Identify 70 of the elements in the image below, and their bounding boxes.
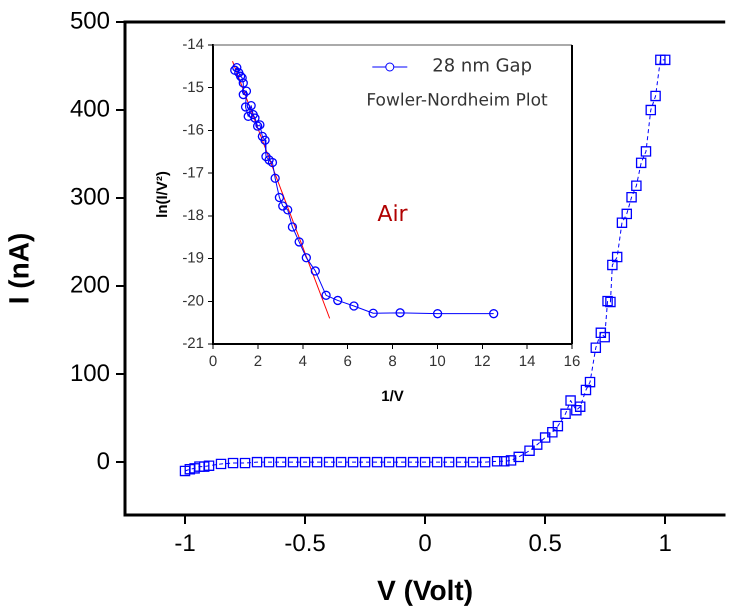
x-tick-label: 8 xyxy=(388,353,397,370)
point xyxy=(234,68,244,78)
point xyxy=(244,112,253,121)
point xyxy=(270,174,280,183)
y-tick-label: 0 xyxy=(96,448,110,475)
point xyxy=(238,73,247,83)
point xyxy=(250,113,260,123)
y-tick-label: 300 xyxy=(70,184,110,211)
y-tick-label: -20 xyxy=(182,292,204,310)
point xyxy=(489,309,498,318)
point xyxy=(349,301,359,311)
y-tick-label: 200 xyxy=(70,272,110,299)
x-tick-label: 2 xyxy=(254,353,262,370)
point xyxy=(260,136,270,145)
point xyxy=(230,66,240,75)
point xyxy=(302,253,311,262)
point xyxy=(232,62,242,72)
point xyxy=(246,101,256,110)
point xyxy=(238,78,248,88)
y-tick-label: -21 xyxy=(182,335,204,352)
point xyxy=(395,308,405,318)
annotation: Air xyxy=(377,202,409,228)
y-tick-label: -16 xyxy=(182,122,204,139)
point xyxy=(432,309,442,318)
y-tick-label: -17 xyxy=(182,164,204,182)
x-tick-label: 0.5 xyxy=(528,530,562,558)
x-axis-title: 1/V xyxy=(381,388,404,406)
x-tick-label: 14 xyxy=(518,353,536,370)
x-tick-label: 4 xyxy=(298,353,307,370)
x-tick-label: 1 xyxy=(658,530,672,558)
y-tick-label: -18 xyxy=(182,207,204,224)
point xyxy=(368,308,378,318)
y-tick-label: -15 xyxy=(182,78,204,96)
point xyxy=(261,152,271,162)
x-tick-label: 0 xyxy=(208,353,218,370)
x-tick-label: 10 xyxy=(429,353,446,370)
point xyxy=(294,237,304,247)
point xyxy=(321,290,331,300)
point xyxy=(283,205,292,215)
point xyxy=(240,102,250,112)
annotation: Fowler-Nordheim Plot xyxy=(366,90,548,110)
point xyxy=(268,158,278,168)
y-tick-label: -14 xyxy=(182,36,204,54)
x-axis-title: V (Volt) xyxy=(377,574,474,606)
y-tick-label: 100 xyxy=(70,360,110,387)
y-tick-label: 500 xyxy=(70,8,110,35)
point xyxy=(242,86,252,96)
y-tick-label: -19 xyxy=(182,250,204,267)
point xyxy=(253,122,262,131)
y-axis-title: ln(I/V²) xyxy=(154,171,172,218)
point xyxy=(255,120,265,130)
x-tick-label: -0.5 xyxy=(284,530,326,558)
x-tick-label: 0 xyxy=(418,530,432,558)
point xyxy=(278,201,288,211)
x-tick-label: 12 xyxy=(474,353,491,370)
point xyxy=(264,155,274,165)
point xyxy=(333,296,342,306)
x-tick-label: 6 xyxy=(343,353,352,370)
point xyxy=(238,90,248,100)
point xyxy=(310,266,320,276)
point xyxy=(274,192,284,202)
y-tick-label: 400 xyxy=(70,96,110,123)
x-tick-label: -1 xyxy=(174,530,196,558)
point xyxy=(288,222,298,232)
x-tick-label: 16 xyxy=(564,353,580,370)
point xyxy=(236,72,246,81)
point xyxy=(248,110,258,120)
y-axis-title: I (nA) xyxy=(4,232,35,304)
point xyxy=(258,132,268,142)
legend-label: 28 nm Gap xyxy=(432,56,532,77)
